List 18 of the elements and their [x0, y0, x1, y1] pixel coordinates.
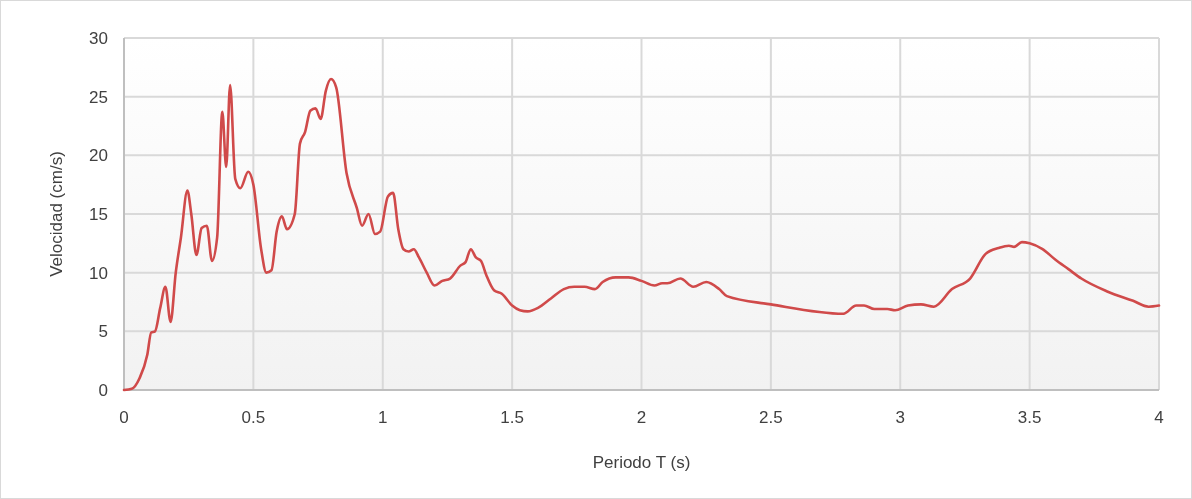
x-tick-label: 1	[378, 408, 388, 427]
y-tick-label: 0	[98, 380, 108, 400]
y-axis-title: Velocidad (cm/s)	[47, 151, 66, 277]
y-tick-label: 5	[98, 322, 108, 342]
x-tick-label: 2	[636, 408, 647, 427]
y-tick-label: 30	[89, 28, 108, 48]
x-tick-label: 0	[119, 408, 129, 427]
y-tick-label: 25	[89, 87, 108, 107]
x-tick-label: 2.5	[759, 408, 783, 427]
y-tick-label: 15	[89, 204, 108, 224]
x-tick-label: 4	[1154, 408, 1164, 427]
x-tick-label: 3	[895, 408, 905, 427]
x-axis-title: Periodo T (s)	[592, 453, 691, 472]
x-tick-label: 1.5	[500, 408, 524, 427]
y-tick-label: 20	[89, 146, 108, 166]
x-tick-label: 3.5	[1017, 408, 1042, 427]
x-tick-label: 0.5	[241, 408, 266, 427]
y-tick-label: 10	[89, 263, 108, 283]
